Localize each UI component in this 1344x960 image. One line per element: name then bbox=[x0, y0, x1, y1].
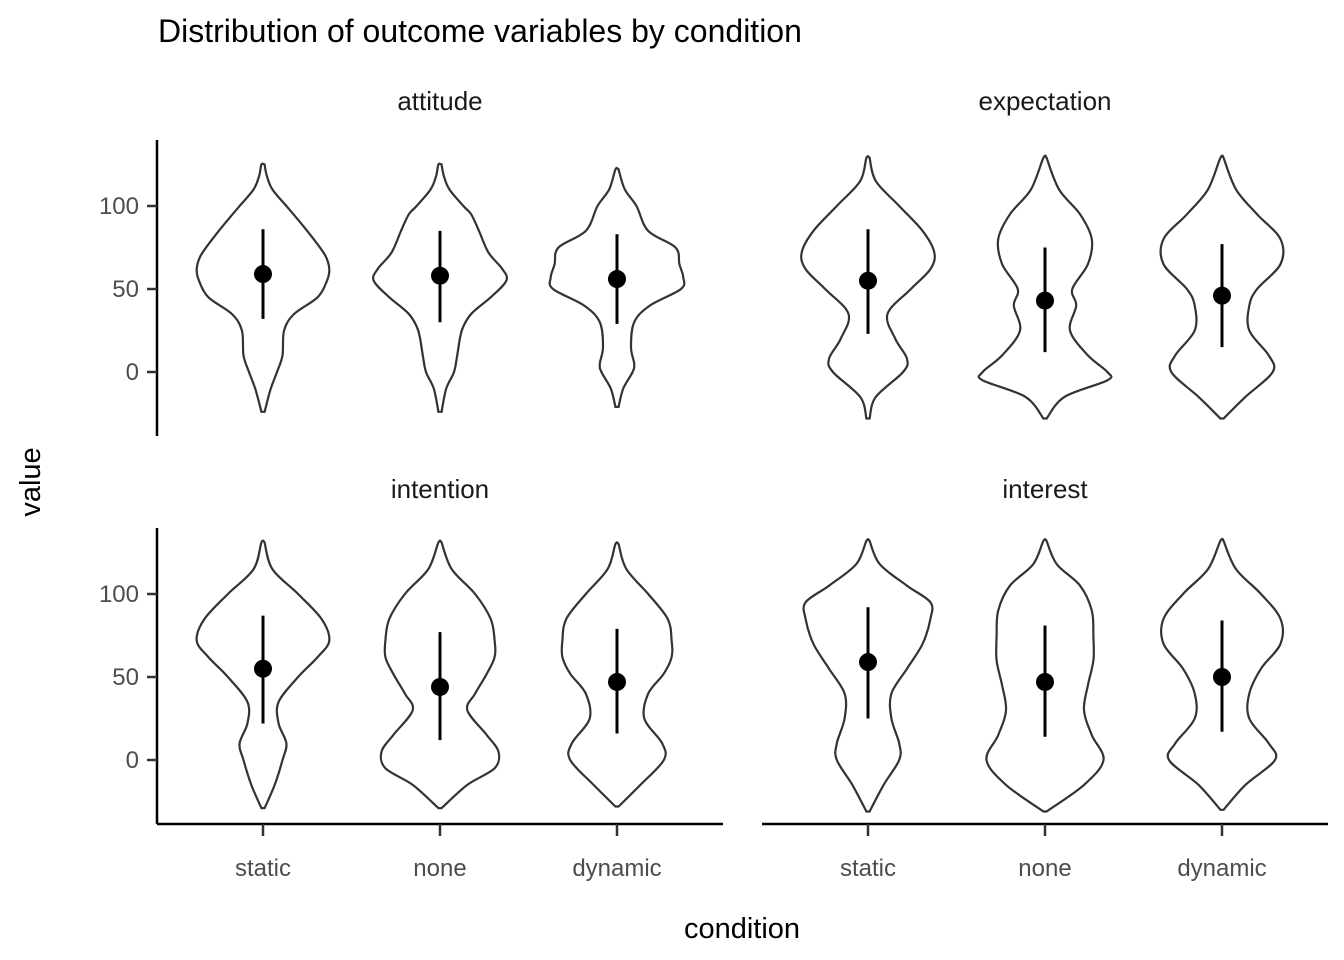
x-axis-label: condition bbox=[684, 913, 800, 945]
mean-point-interest-static bbox=[859, 653, 877, 672]
mean-point-expectation-none bbox=[1036, 291, 1054, 310]
y-tick-label: 100 bbox=[99, 193, 139, 220]
facet-label-intention: intention bbox=[391, 474, 489, 504]
violin-attitude-none bbox=[371, 162, 509, 413]
violin-expectation-none bbox=[977, 154, 1113, 420]
violin-expectation-static bbox=[800, 155, 936, 420]
y-tick-label: 0 bbox=[126, 747, 139, 774]
mean-point-expectation-static bbox=[859, 271, 877, 290]
mean-point-intention-static bbox=[254, 659, 272, 678]
facet-interest: interest static none dynamic bbox=[762, 474, 1328, 882]
mean-point-attitude-dynamic bbox=[608, 270, 626, 289]
mean-point-interest-none bbox=[1036, 672, 1054, 691]
facet-expectation: expectation bbox=[800, 86, 1285, 420]
y-tick-label: 50 bbox=[112, 664, 139, 691]
violin-intention-static bbox=[195, 539, 331, 810]
violin-interest-static bbox=[802, 538, 934, 813]
violin-interest-dynamic bbox=[1160, 537, 1285, 811]
mean-point-attitude-static bbox=[254, 265, 272, 284]
violin-attitude-dynamic bbox=[548, 166, 686, 408]
y-tick-label: 100 bbox=[99, 581, 139, 608]
violin-attitude-static bbox=[195, 162, 331, 413]
violin-expectation-dynamic bbox=[1159, 154, 1285, 420]
facet-attitude: attitude 0 50 100 bbox=[99, 86, 686, 436]
y-tick-label: 50 bbox=[112, 276, 139, 303]
facet-label-attitude: attitude bbox=[397, 86, 482, 116]
mean-point-attitude-none bbox=[431, 266, 449, 285]
mean-point-interest-dynamic bbox=[1213, 668, 1231, 686]
violin-intention-dynamic bbox=[560, 541, 674, 808]
x-tick-label: dynamic bbox=[572, 855, 661, 882]
x-tick-label: none bbox=[1018, 855, 1071, 882]
facet-panels: attitude 0 50 100 expectation intention 0 50 100… bbox=[99, 86, 1328, 882]
x-tick-label: dynamic bbox=[1177, 855, 1266, 882]
mean-point-intention-dynamic bbox=[608, 672, 626, 691]
mean-point-expectation-dynamic bbox=[1213, 286, 1231, 305]
facet-label-expectation: expectation bbox=[979, 86, 1112, 116]
x-tick-label: static bbox=[235, 855, 291, 882]
y-tick-label: 0 bbox=[126, 359, 139, 386]
violin-interest-none bbox=[985, 538, 1105, 813]
mean-point-intention-none bbox=[431, 677, 449, 696]
x-tick-label: static bbox=[840, 855, 896, 882]
facet-label-interest: interest bbox=[1002, 474, 1088, 504]
violin-intention-none bbox=[379, 539, 501, 810]
facet-intention: intention 0 50 100 static none dynamic bbox=[99, 474, 723, 882]
chart-title: Distribution of outcome variables by con… bbox=[158, 13, 802, 49]
y-axis-label: value bbox=[15, 447, 47, 516]
x-tick-label: none bbox=[413, 855, 466, 882]
